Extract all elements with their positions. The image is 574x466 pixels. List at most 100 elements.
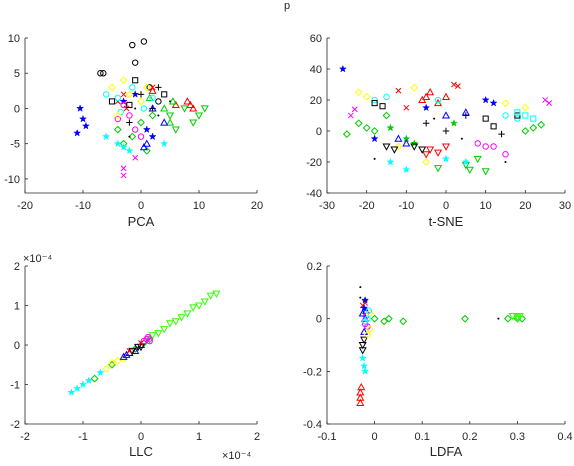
tsne-point [501,99,510,108]
llc-point [206,292,215,300]
tsne-point [410,139,419,147]
pca-point [102,91,110,98]
tsne-point [386,123,395,132]
ldfa-point [359,296,362,299]
llc-point [148,332,157,340]
pca-point [114,94,122,102]
tsne-point [473,155,482,164]
llc-point [189,304,198,312]
pca-xtick-label: -20 [17,200,33,212]
pca-point [140,38,148,45]
tsne-ytick-label: -40 [306,188,322,200]
tsne-point [418,146,427,154]
tsne-point [418,95,427,104]
tsne-point [422,151,431,159]
ldfa-xlabel: LDFA [430,444,463,459]
ldfa-ytick-label: -0.4 [303,419,322,431]
tsne-point [482,143,489,150]
pca-point [102,132,111,141]
tsne-point [354,119,363,128]
tsne-point [394,134,403,142]
pca-point [148,104,157,112]
pca-point [189,119,198,127]
pca-point [125,90,134,99]
tsne-point [481,95,490,104]
ldfa-point [357,382,366,391]
llc-point [138,340,144,346]
pca-point [113,125,122,134]
tsne-point [386,157,395,166]
ldfa-point [384,314,393,323]
pca-point [169,100,171,103]
tsne-point [441,111,451,119]
llc-y-exponent: ×10⁻⁴ [23,253,52,265]
tsne-point [371,100,378,107]
ldfa-xtick-label: -0.1 [318,431,337,443]
tsne-point [529,123,538,132]
tsne-point [382,143,391,151]
pca-point [119,76,128,85]
pca-point [186,100,195,108]
llc-point [122,350,131,358]
pca-ytick-label: -5 [10,139,20,151]
pca-point [142,139,151,147]
pca-point [129,84,136,91]
ldfa-points [356,286,527,406]
ldfa-xtick-label: 0.1 [415,431,430,443]
ldfa-point [513,315,522,323]
pca-point [129,41,136,49]
llc-point [67,388,76,396]
pca-point [120,91,127,98]
llc-point [84,376,93,384]
tsne-point [426,88,435,96]
llc-point [160,326,169,334]
pca-point [149,94,156,102]
tsne-point [482,115,489,122]
pca-point [119,142,128,151]
llc-ytick-label: 0 [14,340,20,352]
pca-point [148,132,157,141]
pca-point [134,107,137,110]
tsne-point [422,158,431,166]
tsne-point [489,98,498,107]
pca-point [140,105,148,112]
tsne-point [362,123,371,132]
tsne-point [502,151,509,158]
ldfa-point [358,347,367,355]
tsne-point [521,103,530,112]
pca-point [81,121,90,130]
tsne-point [433,117,436,120]
figure-top-label: p [284,0,290,12]
pca-points [73,38,209,179]
pca-point [137,91,145,98]
pca-point [142,125,151,134]
pca-point [126,112,133,119]
tsne-point [434,96,442,104]
pca-point [120,165,127,172]
ldfa-point [461,314,469,323]
llc-point [131,346,140,354]
ldfa-point [360,336,369,344]
tsne-point [434,149,443,157]
ldfa-point [497,317,500,320]
chart-llc: -2 -1 0 1 2 2 1 0 -1 -2 LLC ×10⁻⁴ ×10⁻⁴ [10,253,260,462]
pca-point [120,172,127,179]
tsne-point [504,161,507,163]
tsne-point [342,130,351,139]
tsne-ytick-label: 20 [310,95,322,107]
ldfa-point [356,398,365,406]
tsne-point [502,112,509,119]
tsne-point [514,115,521,122]
ldfa-xtick-label: 0 [372,431,378,443]
pca-point [120,101,127,109]
tsne-point [394,142,403,151]
chart-pca: -20 -10 0 10 20 10 5 0 -5 -10 PCA [4,33,263,229]
ldfa-point [361,367,370,375]
tsne-point [490,123,497,130]
tsne-ytick-label: 0 [316,126,322,138]
pca-point [108,83,116,92]
tsne-point [530,115,537,122]
llc-point [108,358,116,367]
tsne-xtick-label: 30 [559,200,571,212]
pca-xtick-label: -10 [75,200,91,212]
